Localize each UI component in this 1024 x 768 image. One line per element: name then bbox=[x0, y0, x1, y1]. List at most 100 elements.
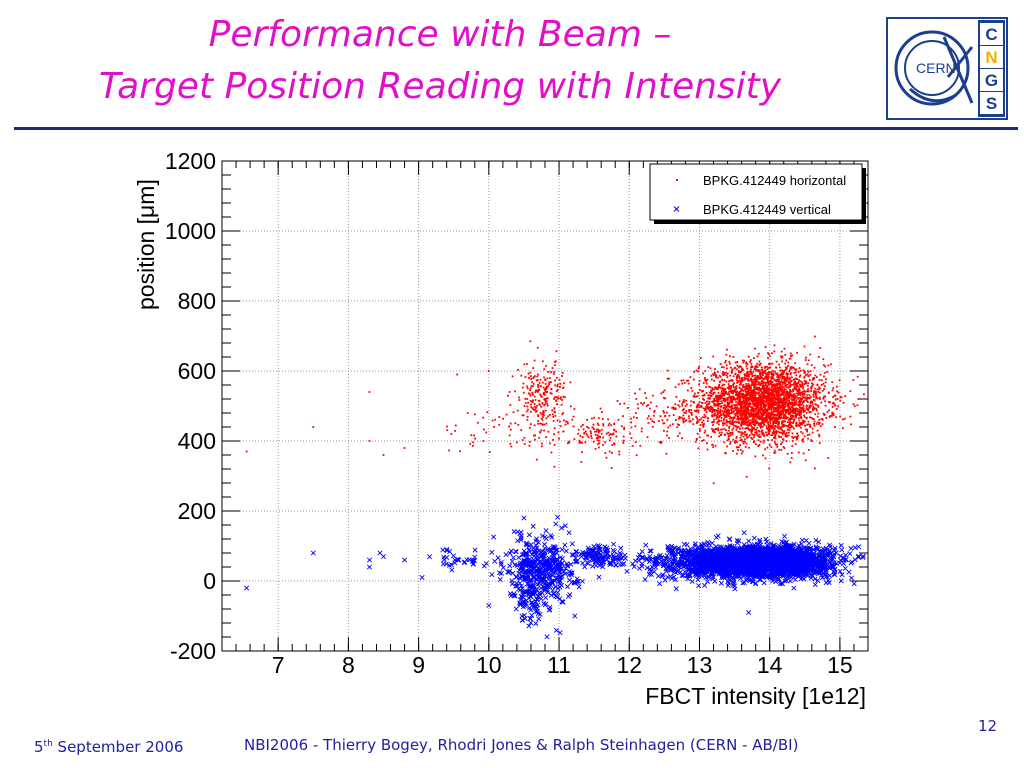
data-point bbox=[683, 417, 686, 420]
data-point bbox=[537, 420, 540, 423]
data-point bbox=[771, 390, 774, 393]
data-point bbox=[749, 419, 752, 422]
data-point bbox=[544, 383, 547, 385]
data-point bbox=[831, 413, 834, 416]
data-point bbox=[809, 423, 811, 426]
data-point bbox=[788, 421, 791, 424]
data-point bbox=[526, 405, 529, 408]
data-point bbox=[585, 430, 587, 433]
data-point bbox=[774, 407, 777, 409]
data-point bbox=[690, 412, 693, 414]
data-point bbox=[770, 413, 773, 415]
data-point bbox=[509, 428, 512, 431]
data-point bbox=[716, 401, 719, 404]
data-point bbox=[742, 397, 744, 400]
data-point bbox=[724, 400, 726, 403]
data-point bbox=[637, 407, 640, 410]
data-point bbox=[822, 364, 825, 366]
data-point bbox=[792, 367, 795, 369]
data-point bbox=[768, 443, 771, 446]
data-point bbox=[682, 408, 685, 411]
data-point bbox=[532, 367, 535, 369]
data-point bbox=[516, 441, 518, 444]
data-point bbox=[742, 405, 745, 408]
data-point bbox=[774, 390, 777, 393]
data-point bbox=[541, 423, 544, 426]
data-point bbox=[522, 391, 525, 394]
data-point bbox=[730, 395, 733, 398]
data-point bbox=[796, 403, 799, 406]
data-point bbox=[807, 370, 810, 373]
data-point bbox=[809, 416, 811, 419]
data-point bbox=[769, 425, 772, 427]
data-point bbox=[737, 411, 740, 414]
data-point bbox=[764, 407, 767, 409]
data-point bbox=[766, 392, 769, 394]
data-point bbox=[842, 427, 844, 429]
data-point bbox=[674, 386, 677, 389]
data-point bbox=[765, 425, 768, 428]
data-point bbox=[749, 424, 751, 427]
data-point bbox=[753, 397, 756, 400]
data-point bbox=[542, 386, 545, 389]
data-point bbox=[601, 418, 604, 420]
data-point bbox=[766, 410, 768, 413]
data-point bbox=[678, 405, 681, 408]
data-point bbox=[815, 407, 818, 410]
data-point bbox=[749, 395, 751, 398]
data-point bbox=[705, 411, 708, 413]
data-point bbox=[812, 395, 815, 398]
data-point bbox=[786, 391, 789, 394]
data-point bbox=[771, 393, 774, 396]
data-point bbox=[742, 442, 745, 445]
data-point bbox=[643, 401, 646, 404]
data-point bbox=[778, 406, 781, 409]
data-point bbox=[653, 421, 656, 423]
data-point bbox=[727, 405, 729, 408]
data-point bbox=[801, 419, 804, 422]
data-point bbox=[783, 395, 786, 398]
data-point bbox=[608, 422, 611, 425]
data-point bbox=[623, 428, 626, 431]
data-point bbox=[749, 359, 752, 361]
data-point bbox=[818, 419, 821, 421]
data-point bbox=[782, 392, 785, 395]
data-point bbox=[544, 378, 547, 381]
data-point bbox=[734, 398, 737, 400]
data-point bbox=[730, 401, 733, 403]
data-point bbox=[712, 391, 715, 394]
data-point bbox=[635, 454, 638, 457]
data-point bbox=[754, 455, 757, 458]
data-point bbox=[750, 415, 753, 418]
data-point bbox=[749, 409, 752, 412]
data-point bbox=[717, 399, 720, 402]
data-point bbox=[739, 436, 742, 439]
data-point bbox=[770, 410, 773, 412]
data-point bbox=[784, 369, 787, 372]
data-point bbox=[696, 404, 699, 406]
data-point bbox=[773, 370, 776, 373]
data-point bbox=[798, 422, 801, 424]
data-point bbox=[776, 405, 779, 408]
data-point bbox=[724, 392, 727, 395]
data-point bbox=[787, 396, 790, 399]
data-point bbox=[777, 416, 780, 418]
data-point bbox=[776, 419, 778, 422]
data-point bbox=[791, 432, 794, 435]
data-point bbox=[707, 403, 710, 406]
data-point bbox=[699, 424, 702, 426]
data-point bbox=[789, 385, 792, 387]
data-point bbox=[779, 397, 782, 400]
data-point bbox=[682, 400, 685, 403]
data-point bbox=[816, 388, 819, 391]
data-point bbox=[747, 421, 749, 423]
data-point bbox=[773, 427, 776, 430]
data-point bbox=[755, 404, 758, 406]
data-point bbox=[629, 432, 632, 435]
data-point bbox=[813, 422, 815, 425]
data-point bbox=[817, 412, 820, 415]
data-point bbox=[711, 400, 714, 403]
data-point bbox=[725, 424, 728, 427]
data-point bbox=[777, 411, 780, 413]
data-point bbox=[550, 371, 553, 373]
